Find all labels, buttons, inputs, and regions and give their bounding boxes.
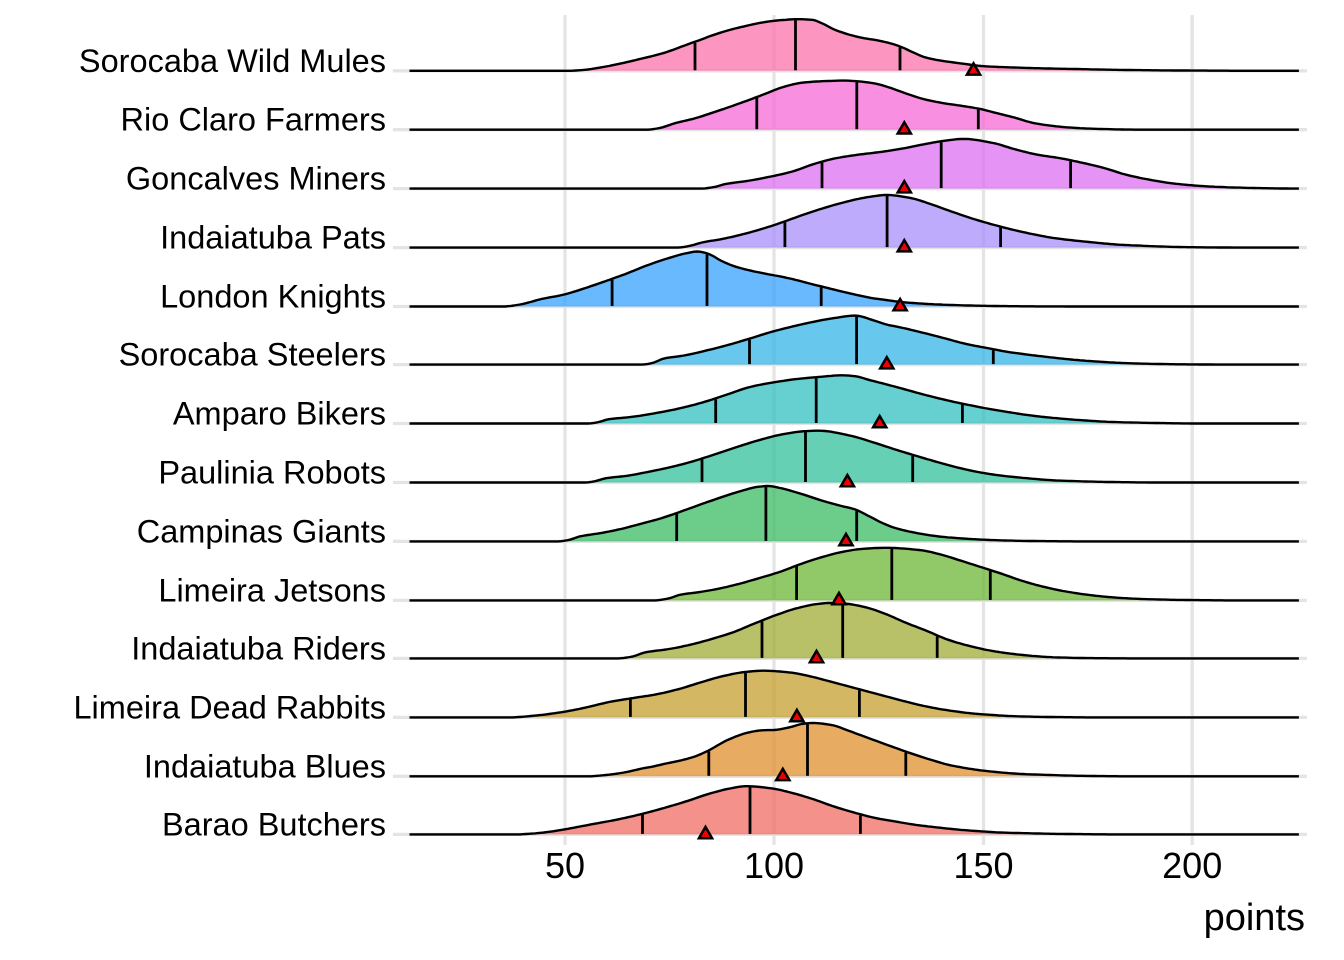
svg-text:Amparo Bikers: Amparo Bikers xyxy=(173,396,386,432)
svg-text:London Knights: London Knights xyxy=(160,279,386,315)
svg-text:Goncalves Miners: Goncalves Miners xyxy=(126,161,386,197)
svg-text:Limeira Jetsons: Limeira Jetsons xyxy=(158,572,386,608)
svg-text:150: 150 xyxy=(953,845,1013,886)
svg-text:Indaiatuba Blues: Indaiatuba Blues xyxy=(144,748,386,784)
svg-text:Sorocaba Wild Mules: Sorocaba Wild Mules xyxy=(79,43,386,79)
svg-text:Barao Butchers: Barao Butchers xyxy=(162,806,386,842)
svg-text:Sorocaba Steelers: Sorocaba Steelers xyxy=(119,337,386,373)
svg-text:Limeira Dead Rabbits: Limeira Dead Rabbits xyxy=(73,689,386,725)
svg-text:Campinas Giants: Campinas Giants xyxy=(137,513,386,549)
svg-text:Paulinia Robots: Paulinia Robots xyxy=(158,455,386,491)
svg-text:100: 100 xyxy=(744,845,804,886)
svg-text:200: 200 xyxy=(1162,845,1222,886)
svg-text:50: 50 xyxy=(545,845,585,886)
svg-text:points: points xyxy=(1204,897,1305,939)
svg-text:Rio Claro Farmers: Rio Claro Farmers xyxy=(121,102,386,138)
svg-text:Indaiatuba Riders: Indaiatuba Riders xyxy=(131,630,386,666)
svg-text:Indaiatuba Pats: Indaiatuba Pats xyxy=(160,220,386,256)
